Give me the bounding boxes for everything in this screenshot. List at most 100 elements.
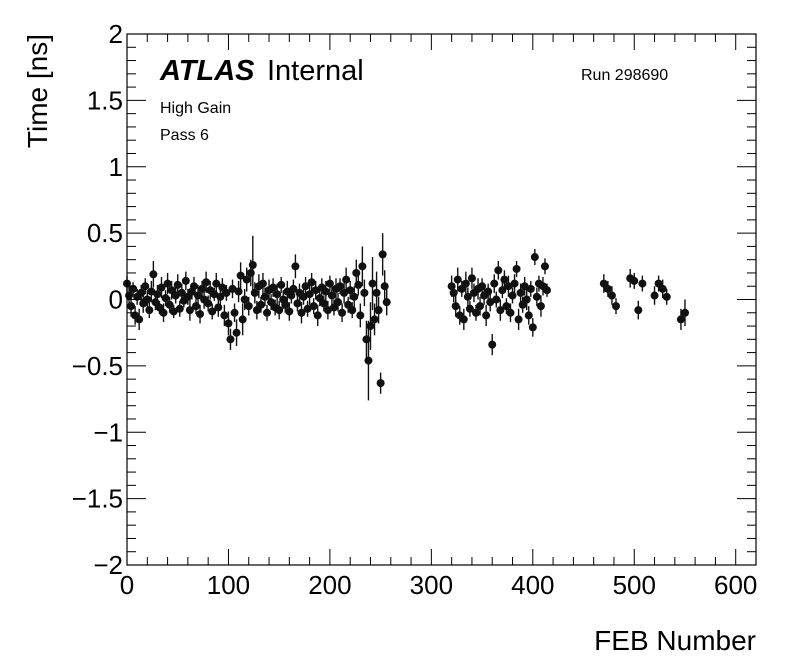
data-point	[256, 296, 265, 313]
data-point	[514, 308, 523, 331]
marker	[303, 304, 312, 313]
marker	[536, 302, 545, 311]
data-point	[153, 284, 162, 304]
marker	[285, 307, 294, 316]
marker	[662, 292, 671, 301]
data-point	[181, 271, 190, 291]
marker	[258, 279, 267, 288]
marker	[275, 306, 284, 315]
data-point	[463, 287, 472, 307]
data-point	[250, 282, 259, 304]
data-point	[269, 278, 278, 297]
marker	[301, 282, 310, 291]
data-point	[490, 274, 499, 293]
marker	[141, 282, 150, 291]
marker	[135, 315, 144, 324]
pass-label: Pass 6	[160, 127, 209, 144]
data-point	[338, 303, 347, 323]
marker	[273, 290, 282, 299]
marker	[228, 284, 237, 293]
data-point	[461, 271, 470, 296]
marker	[165, 300, 174, 309]
marker	[149, 270, 158, 279]
data-point	[449, 283, 458, 303]
data-point	[382, 288, 391, 316]
marker	[342, 275, 351, 284]
data-point	[242, 267, 251, 292]
atlas-internal-text: Internal	[267, 55, 364, 87]
data-point	[226, 328, 235, 350]
marker	[380, 282, 389, 291]
data-point	[488, 334, 497, 356]
data-point	[141, 278, 150, 295]
marker	[463, 292, 472, 301]
marker	[352, 268, 361, 277]
marker	[143, 295, 152, 304]
data-point	[327, 286, 336, 305]
marker	[496, 306, 505, 315]
y-tick-label: 1	[109, 152, 123, 182]
marker	[658, 284, 667, 293]
data-point	[145, 302, 154, 319]
marker	[129, 284, 138, 293]
data-point	[289, 279, 298, 299]
data-point	[364, 320, 373, 401]
data-point	[532, 287, 541, 307]
marker	[289, 284, 298, 293]
marker	[198, 284, 207, 293]
data-point	[208, 303, 217, 320]
marker	[451, 302, 460, 311]
marker	[159, 308, 168, 317]
marker	[309, 302, 318, 311]
data-point	[374, 296, 383, 324]
data-point	[173, 274, 182, 296]
marker	[260, 292, 269, 301]
data-point	[165, 296, 174, 313]
data-point	[185, 299, 194, 321]
marker	[500, 275, 509, 284]
marker	[490, 279, 499, 288]
marker	[194, 291, 203, 300]
marker	[370, 315, 379, 324]
marker	[512, 264, 521, 273]
data-point	[506, 303, 515, 323]
data-point	[334, 292, 343, 312]
marker	[336, 282, 345, 291]
marker	[323, 306, 332, 315]
data-point	[658, 279, 667, 299]
marker	[234, 287, 243, 296]
marker	[484, 287, 493, 296]
marker	[236, 271, 245, 280]
marker	[297, 308, 306, 317]
marker	[467, 274, 476, 283]
x-tick-label: 100	[207, 570, 250, 600]
marker	[368, 279, 377, 288]
x-tick-label: 0	[120, 570, 134, 600]
data-point	[524, 306, 533, 325]
marker	[147, 287, 156, 296]
y-tick-label: −2	[93, 550, 123, 580]
marker	[364, 356, 373, 365]
data-point	[607, 286, 616, 305]
data-point	[526, 280, 535, 297]
marker	[220, 311, 229, 320]
marker	[510, 279, 519, 288]
marker	[524, 311, 533, 320]
marker	[520, 282, 529, 291]
marker	[494, 266, 503, 275]
marker	[366, 322, 375, 331]
marker	[638, 279, 647, 288]
marker	[504, 282, 513, 291]
marker	[611, 302, 620, 311]
data-point	[676, 308, 685, 331]
marker	[482, 311, 491, 320]
data-point	[248, 235, 257, 295]
y-tick-label: −1	[93, 417, 123, 447]
data-point	[163, 272, 172, 295]
marker	[634, 306, 643, 315]
data-point	[638, 275, 647, 292]
data-point	[149, 261, 158, 288]
x-tick-label: 500	[613, 570, 656, 600]
data-point	[204, 295, 213, 312]
marker	[169, 307, 178, 316]
